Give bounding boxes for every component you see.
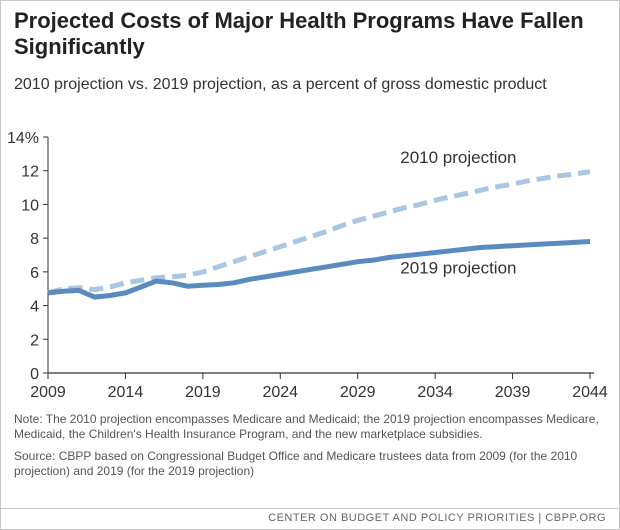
x-tick-label: 2034: [417, 384, 453, 401]
series-line-2010-projection: [47, 169, 591, 296]
y-tick-label: 12: [21, 164, 39, 181]
x-tick-label: 2039: [495, 384, 531, 401]
y-tick-label: 10: [21, 197, 39, 214]
series-label: 2010 projection: [400, 148, 516, 167]
y-tick-label: 4: [30, 299, 39, 316]
series-label: 2019 projection: [400, 259, 516, 278]
y-tick-label: 14%: [7, 130, 39, 147]
source-text: Source: CBPP based on Congressional Budg…: [14, 449, 578, 478]
x-tick-label: 2014: [108, 384, 144, 401]
y-tick-label: 6: [30, 265, 39, 282]
footer-credit: CENTER ON BUDGET AND POLICY PRIORITIES |…: [268, 512, 606, 524]
footer-divider: [0, 508, 620, 509]
chart-title: Projected Costs of Major Health Programs…: [14, 8, 584, 59]
x-tick-label: 2024: [262, 384, 298, 401]
x-tick-label: 2009: [30, 384, 66, 401]
series-lines: [47, 169, 591, 300]
line-chart: 0 2 4 6 8 10 12 14% 2009 2014 2019 2024 2029 2034 2039…: [7, 130, 608, 401]
y-tick-label: 0: [30, 366, 39, 383]
x-tick-label: 2029: [340, 384, 376, 401]
chart-subtitle: 2010 projection vs. 2019 projection, as …: [14, 76, 547, 93]
series-labels: 2010 projection 2019 projection: [400, 148, 516, 277]
x-tick-label: 2019: [185, 384, 221, 401]
y-tick-label: 8: [30, 231, 39, 248]
x-tick-label: 2044: [572, 384, 608, 401]
note-text: Note: The 2010 projection encompasses Me…: [14, 412, 599, 441]
notes: Note: The 2010 projection encompasses Me…: [14, 412, 608, 486]
axes: 0 2 4 6 8 10 12 14% 2009 2014 2019 2024 2029 2034 2039…: [7, 130, 608, 401]
series-line-2019-projection: [47, 239, 591, 300]
y-tick-label: 2: [30, 332, 39, 349]
